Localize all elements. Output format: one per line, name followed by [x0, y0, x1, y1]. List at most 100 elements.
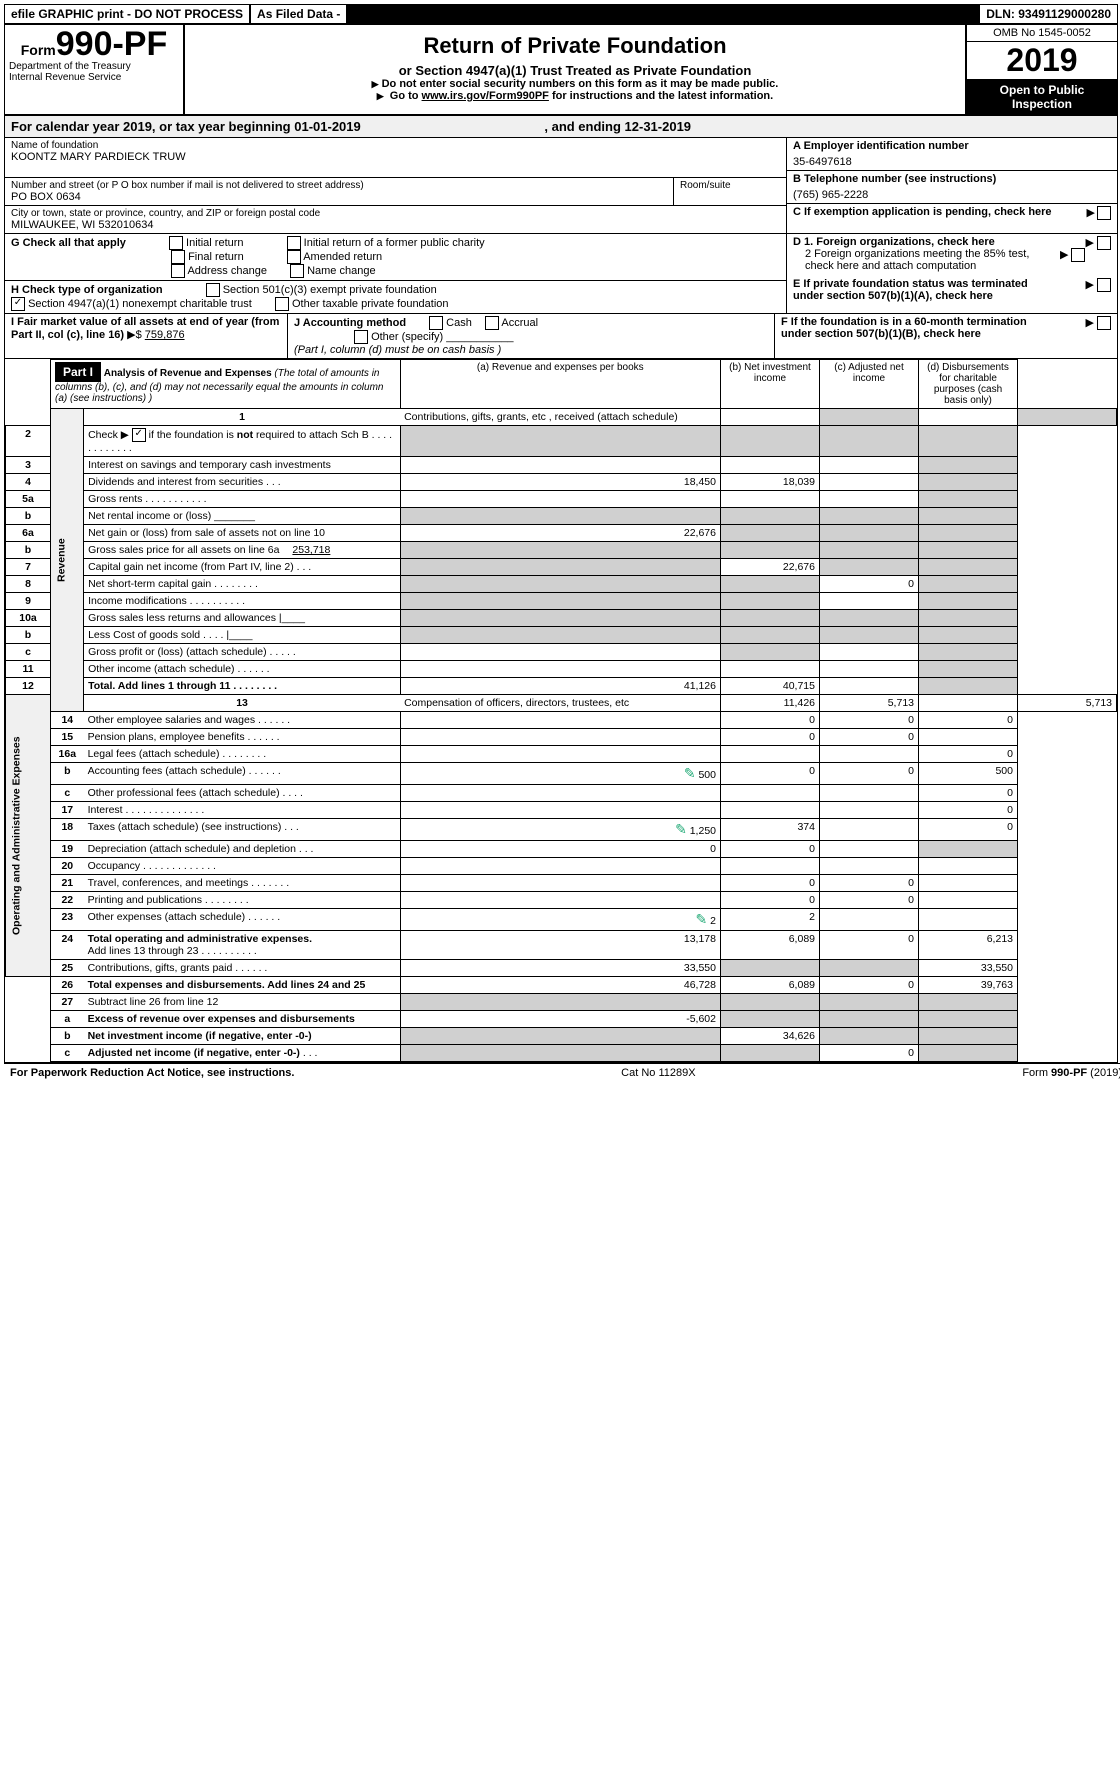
e-cb[interactable]: [1097, 278, 1111, 292]
line-8: Net short-term capital gain: [88, 578, 211, 590]
g6-cb[interactable]: [290, 264, 304, 278]
line-10b: Less Cost of goods sold: [88, 629, 200, 641]
calyear-begin: 01-01-2019: [294, 119, 361, 134]
v15c: 0: [820, 729, 919, 746]
g1-cb[interactable]: [169, 236, 183, 250]
v24d: 6,213: [919, 931, 1018, 960]
v26c: 0: [820, 977, 919, 994]
v16bd: 500: [919, 763, 1018, 785]
header-right: OMB No 1545-0052 2019 Open to Public Ins…: [965, 25, 1117, 114]
line-11: Other income (attach schedule): [88, 663, 235, 675]
line-14: Other employee salaries and wages: [88, 714, 256, 726]
line-10c: Gross profit or (loss) (attach schedule): [88, 646, 267, 658]
calyear-prefix: For calendar year 2019, or tax year begi…: [11, 119, 294, 134]
irs-link[interactable]: www.irs.gov/Form990PF: [422, 90, 549, 102]
footer-left: For Paperwork Reduction Act Notice, see …: [10, 1067, 294, 1079]
v22c: 0: [820, 892, 919, 909]
v16ba: 500: [698, 769, 716, 781]
top-bar: efile GRAPHIC print - DO NOT PROCESS As …: [5, 5, 1117, 25]
j3: Other (specify): [371, 331, 443, 343]
city-cell: City or town, state or province, country…: [5, 206, 786, 233]
j1-cb[interactable]: [429, 316, 443, 330]
f-cb[interactable]: [1097, 316, 1111, 330]
line-4: Dividends and interest from securities: [88, 476, 263, 488]
g2: Initial return of a former public charit…: [304, 237, 485, 249]
v16cd: 0: [919, 785, 1018, 802]
form-num: 990-PF: [56, 25, 168, 63]
line-16b: Accounting fees (attach schedule): [88, 765, 246, 777]
v14b: 0: [721, 712, 820, 729]
line-27b: Net investment income (if negative, ente…: [88, 1030, 312, 1042]
phone: (765) 965-2228: [793, 189, 1111, 201]
g3-cb[interactable]: [171, 250, 185, 264]
v26d: 39,763: [919, 977, 1018, 994]
calyear-mid: , and ending: [544, 119, 624, 134]
line-23: Other expenses (attach schedule): [88, 911, 246, 923]
v12a: 41,126: [400, 678, 720, 695]
h-checks: H Check type of organization Section 501…: [5, 281, 786, 313]
line-24b: Add lines 13 through 23: [88, 945, 199, 957]
h3-cb[interactable]: [275, 297, 289, 311]
g1: Initial return: [186, 237, 243, 249]
line-12: Total. Add lines 1 through 11: [88, 680, 230, 692]
room-cell: Room/suite: [674, 178, 786, 205]
d1-cb[interactable]: [1097, 236, 1111, 250]
col-d: (d) Disbursements for charitable purpose…: [919, 360, 1018, 409]
line-9: Income modifications: [88, 595, 187, 607]
v15b: 0: [721, 729, 820, 746]
tax-year: 2019: [967, 42, 1117, 80]
h1-cb[interactable]: [206, 283, 220, 297]
d2: 2 Foreign organizations meeting the 85% …: [805, 248, 1045, 272]
ein: 35-6497618: [793, 156, 1111, 168]
v21b: 0: [721, 875, 820, 892]
footer-mid: Cat No 11289X: [621, 1067, 695, 1079]
irs: Internal Revenue Service: [9, 72, 179, 83]
c-checkbox[interactable]: [1097, 206, 1111, 220]
g5-cb[interactable]: [171, 264, 185, 278]
instr2-prefix: Go to: [390, 90, 422, 102]
v7b: 22,676: [721, 559, 820, 576]
line-27: Subtract line 26 from line 12: [84, 994, 401, 1011]
f: F If the foundation is in a 60-month ter…: [781, 316, 1041, 340]
line-13: Compensation of officers, directors, tru…: [400, 695, 720, 712]
v23a: 2: [710, 915, 716, 927]
city: MILWAUKEE, WI 532010634: [11, 219, 780, 231]
header: Form990-PF Department of the Treasury In…: [5, 25, 1117, 116]
part1-header: Part I: [55, 362, 101, 382]
form-number: Form990-PF: [9, 27, 179, 61]
v26a: 46,728: [400, 977, 720, 994]
filler: [348, 5, 980, 23]
line-1: Contributions, gifts, grants, etc , rece…: [400, 409, 720, 426]
v27c: 0: [820, 1045, 919, 1062]
inspection-badge: Open to Public Inspection: [967, 80, 1117, 114]
addr-label: Number and street (or P O box number if …: [11, 180, 667, 191]
v6a: 22,676: [400, 525, 720, 542]
h2-cb[interactable]: ✓: [11, 297, 25, 311]
city-label: City or town, state or province, country…: [11, 208, 780, 219]
pencil-icon[interactable]: ✎: [684, 765, 696, 781]
d2-cb[interactable]: [1071, 248, 1085, 262]
line-3: Interest on savings and temporary cash i…: [84, 457, 401, 474]
address-cell: Number and street (or P O box number if …: [5, 178, 674, 205]
ein-label: A Employer identification number: [793, 140, 1111, 152]
v4a: 18,450: [400, 474, 720, 491]
calyear-end: 12-31-2019: [625, 119, 692, 134]
i-val: 759,876: [145, 329, 185, 341]
expenses-label: Operating and Administrative Expenses: [6, 695, 51, 977]
foundation-name-cell: Name of foundation KOONTZ MARY PARDIECK …: [5, 138, 786, 178]
j2-cb[interactable]: [485, 316, 499, 330]
v24b2: 6,089: [721, 931, 820, 960]
instr2-suffix: for instructions and the latest informat…: [549, 90, 773, 102]
line-16c: Other professional fees (attach schedule…: [88, 787, 280, 799]
v25a: 33,550: [400, 960, 720, 977]
pencil-icon-2[interactable]: ✎: [675, 821, 687, 837]
line-27a: Excess of revenue over expenses and disb…: [84, 1011, 401, 1028]
g4-cb[interactable]: [287, 250, 301, 264]
v22b: 0: [721, 892, 820, 909]
pencil-icon-3[interactable]: ✎: [696, 911, 708, 927]
v16bb: 0: [721, 763, 820, 785]
j3-cb[interactable]: [354, 330, 368, 344]
j-cell: J Accounting method Cash Accrual Other (…: [288, 314, 775, 358]
g2-cb[interactable]: [287, 236, 301, 250]
j2: Accrual: [501, 317, 538, 329]
